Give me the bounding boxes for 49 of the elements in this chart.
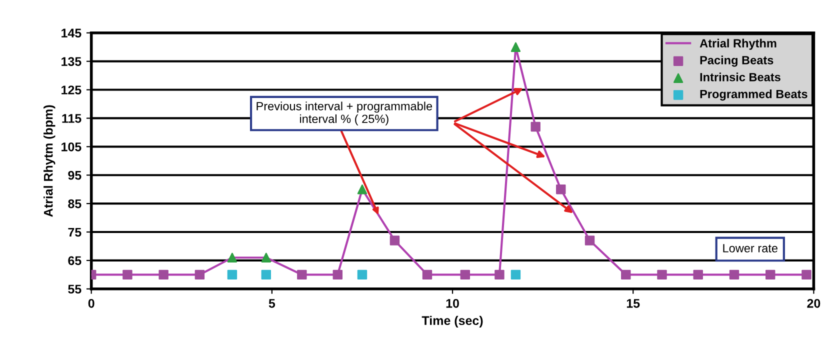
point	[261, 252, 272, 262]
y-tick-label: 65	[68, 256, 82, 266]
point	[556, 184, 566, 194]
point	[729, 270, 740, 280]
legend-label: Programmed Beats	[700, 90, 808, 101]
y-tick-label: 135	[62, 57, 82, 66]
y-tick-label: 55	[68, 284, 82, 294]
point	[158, 270, 168, 280]
y-tick-label: 115	[62, 114, 82, 123]
legend-label: Atrial Rhythm	[700, 38, 776, 50]
x-tick-label: 15	[626, 299, 640, 308]
y-tick-label: 105	[62, 142, 82, 152]
legend-label: Pacing Beats	[700, 56, 774, 67]
x-tick-label: 20	[807, 298, 820, 308]
point	[227, 252, 238, 262]
point	[297, 270, 307, 280]
point	[227, 270, 238, 280]
y-tick-label: 75	[68, 228, 82, 237]
legend-label: Intrinsic Beats	[700, 72, 780, 82]
annotation: Previous interval + programmable interval % ( 25%)	[256, 102, 432, 126]
point	[422, 270, 432, 280]
point	[530, 122, 540, 132]
y-tick-label: 125	[62, 86, 82, 94]
point	[357, 184, 368, 194]
y-tick-label: 95	[68, 170, 82, 180]
point	[584, 236, 595, 246]
point	[357, 270, 368, 280]
point	[510, 270, 521, 280]
x-tick-label: 10	[446, 298, 459, 308]
point	[122, 270, 132, 280]
annotation: Lower rate	[723, 244, 778, 252]
point	[332, 270, 343, 280]
y-tick-label: 145	[62, 28, 82, 38]
point	[261, 270, 272, 280]
point	[765, 270, 776, 280]
y-axis-title: Atrial Rhytm (bpm)	[44, 105, 56, 217]
point	[657, 270, 667, 280]
point	[510, 42, 521, 52]
x-tick-label: 5	[268, 299, 276, 308]
point	[494, 270, 504, 280]
point	[194, 270, 205, 280]
y-tick-label: 85	[68, 199, 82, 208]
point	[390, 236, 400, 246]
x-axis-title: Time (sec)	[422, 316, 483, 328]
point	[460, 270, 470, 280]
x-tick-label: 0	[88, 298, 94, 308]
point	[693, 270, 703, 280]
point	[802, 270, 812, 280]
point	[621, 270, 631, 280]
